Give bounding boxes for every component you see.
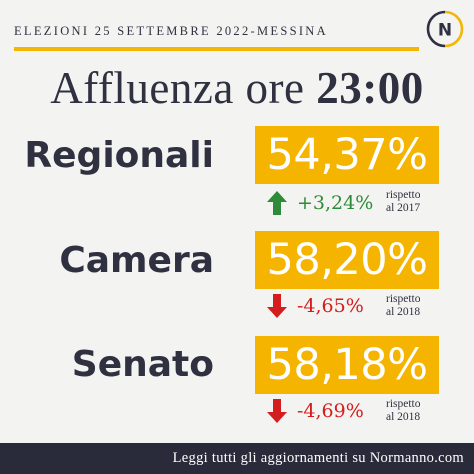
title-hour: 23:00: [316, 63, 424, 113]
arrow-down-icon: [267, 399, 287, 423]
compare-line2: al 2017: [386, 202, 421, 214]
compare-line2: al 2018: [386, 306, 421, 318]
arrow-down-icon: [267, 294, 287, 318]
page-title: Affluenza ore 23:00: [0, 62, 474, 114]
header-label: ELEZIONI 25 SETTEMBRE 2022-MESSINA: [14, 24, 328, 38]
row-label-senato: Senato: [71, 344, 214, 385]
value-box-regionali: 54,37%: [255, 126, 439, 184]
change-value-regionali: +3,24%: [297, 192, 374, 214]
footer-link[interactable]: Leggi tutti gli aggiornamenti su Normann…: [172, 450, 464, 466]
row-label-regionali: Regionali: [24, 135, 214, 176]
row-label-camera: Camera: [59, 240, 214, 281]
change-value-senato: -4,69%: [297, 400, 364, 422]
arrow-up-icon: [267, 191, 287, 215]
title-prefix: Affluenza ore: [50, 63, 317, 113]
change-value-camera: -4,65%: [297, 295, 364, 317]
value-box-senato: 58,18%: [255, 336, 439, 394]
compare-line1: rispetto: [386, 398, 421, 410]
header-rule: [14, 47, 419, 51]
compare-text-camera: rispetto al 2018: [386, 293, 421, 319]
compare-line1: rispetto: [386, 189, 421, 201]
compare-text-regionali: rispetto al 2017: [386, 189, 421, 215]
footer-bar: Leggi tutti gli aggiornamenti su Normann…: [0, 443, 474, 474]
normanno-logo: N: [426, 10, 464, 48]
compare-text-senato: rispetto al 2018: [386, 398, 421, 424]
compare-line1: rispetto: [386, 293, 421, 305]
logo-letters: N: [438, 21, 452, 41]
compare-line2: al 2018: [386, 411, 421, 423]
value-box-camera: 58,20%: [255, 231, 439, 289]
